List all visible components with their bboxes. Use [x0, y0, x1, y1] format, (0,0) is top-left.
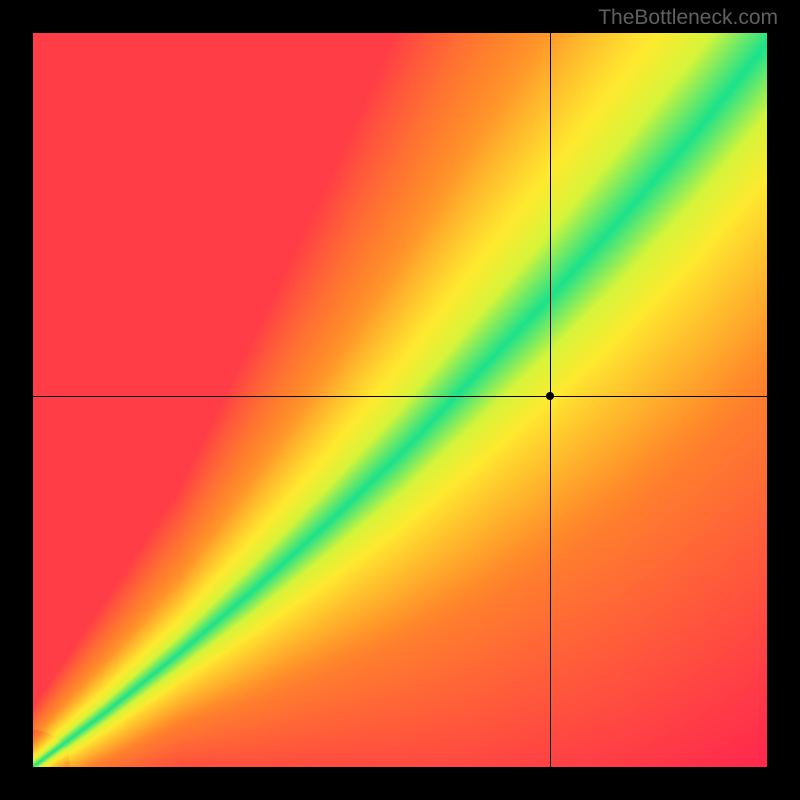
crosshair-horizontal	[33, 396, 767, 397]
bottleneck-heatmap	[33, 33, 767, 767]
selection-marker	[546, 392, 554, 400]
heatmap-canvas	[33, 33, 767, 767]
watermark-text: TheBottleneck.com	[598, 6, 778, 30]
